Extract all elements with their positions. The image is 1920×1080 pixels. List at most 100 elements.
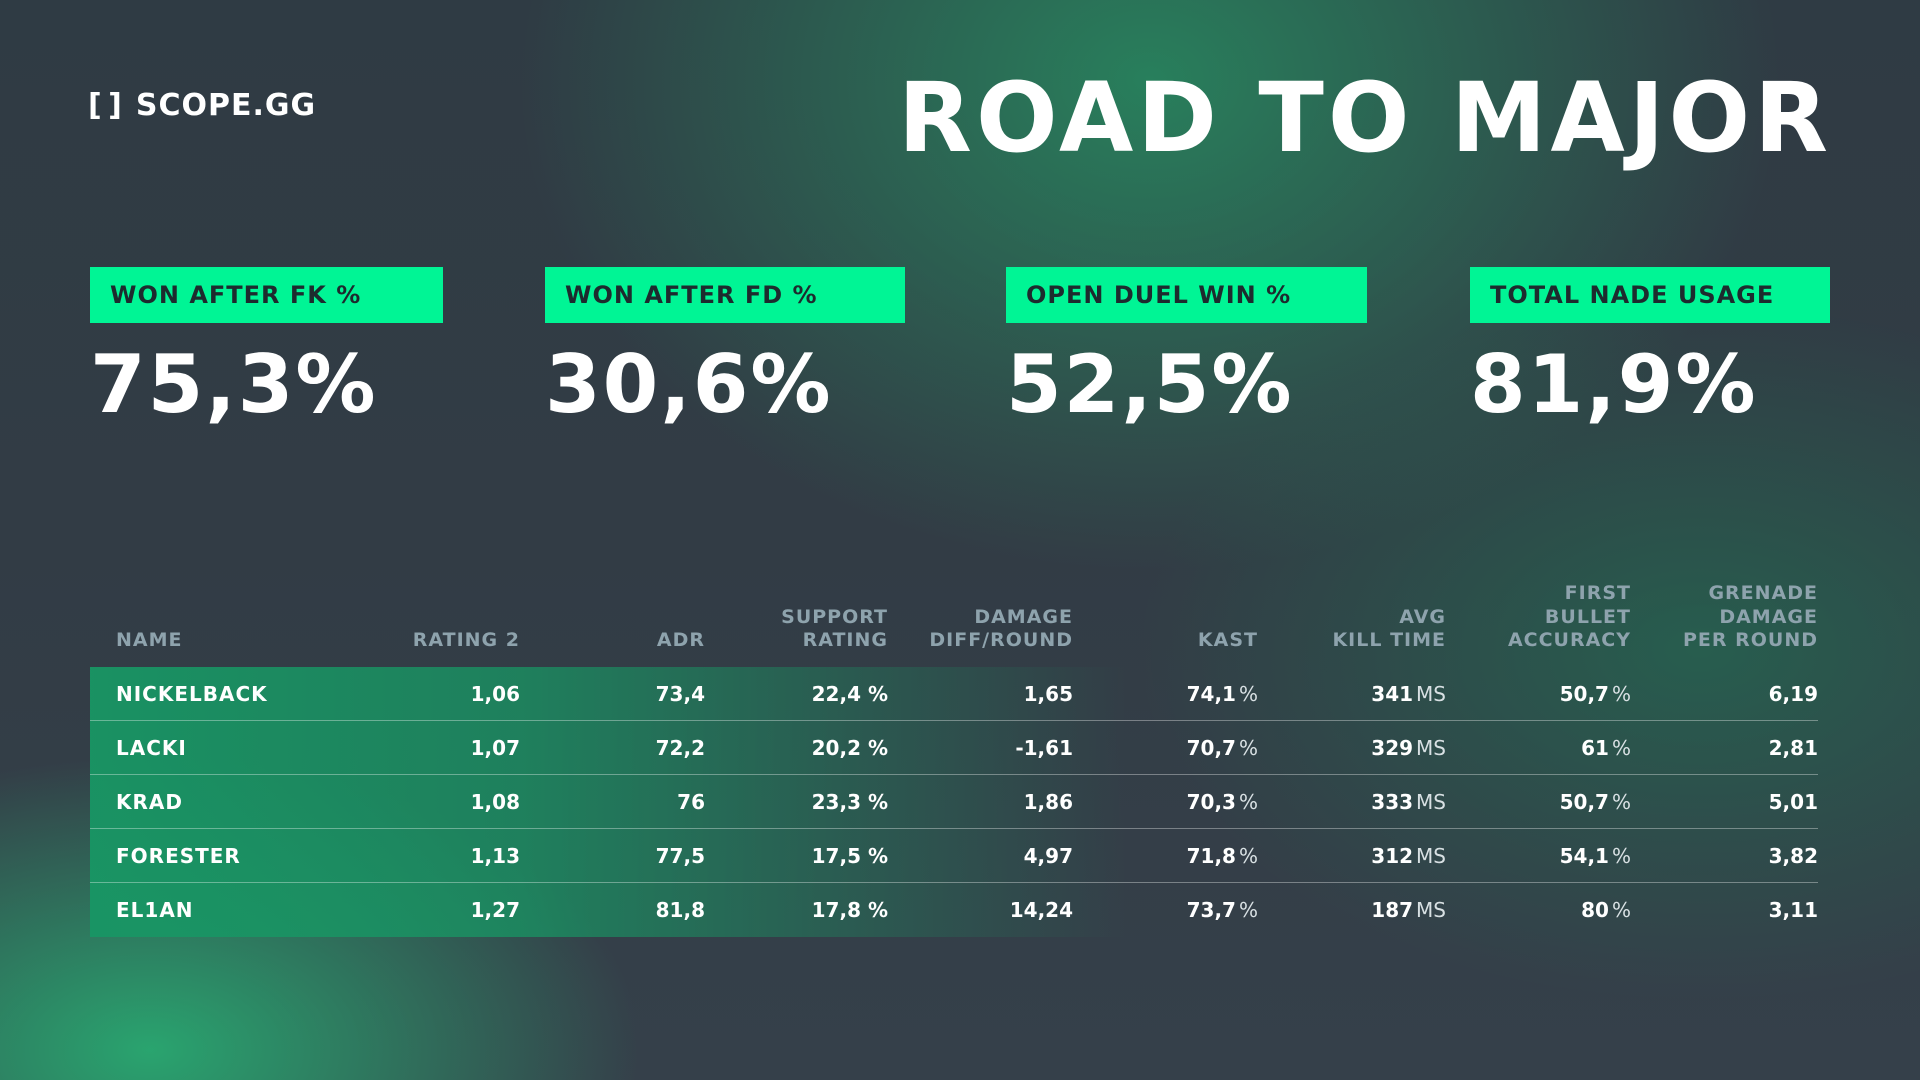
scope-logo-icon: [ ]: [88, 88, 122, 123]
stat-label: WON AFTER FK %: [90, 267, 443, 323]
fba-unit: %: [1611, 898, 1631, 922]
rating-cell: 1,07: [470, 735, 520, 760]
stat-value: 30,6%: [545, 338, 833, 431]
table-header: NAME RATING 2 ADR SUPPORT RATING DAMAGE …: [90, 570, 1818, 667]
support-cell: 20,2 %: [811, 735, 888, 760]
stat-value: 81,9%: [1470, 338, 1758, 431]
kast-value: 70,7: [1186, 735, 1236, 760]
kast-cell: 73,7%: [1073, 898, 1258, 922]
fba-cell: 61%: [1446, 736, 1631, 760]
stat-won-after-fd: WON AFTER FD % 30,6%: [545, 267, 905, 425]
fba-unit: %: [1611, 789, 1631, 814]
kill-time-value: 341: [1371, 681, 1414, 706]
brand-logo: [ ] SCOPE.GG: [88, 88, 316, 123]
player-name: LACKI: [116, 735, 187, 760]
fba-value: 50,7: [1559, 789, 1609, 814]
fba-cell: 80%: [1446, 898, 1631, 922]
fba-value: 61: [1581, 735, 1609, 760]
fba-unit: %: [1611, 843, 1631, 868]
header-first-bullet-accuracy: FIRST BULLET ACCURACY: [1507, 581, 1631, 652]
rating-cell: 1,06: [470, 681, 520, 706]
kill-time-unit: MS: [1416, 898, 1446, 922]
kill-time-cell: 329 MS: [1258, 736, 1446, 760]
header-adr: ADR: [656, 629, 705, 652]
header-name: NAME: [116, 629, 183, 652]
kast-unit: %: [1238, 681, 1258, 706]
kast-value: 71,8: [1186, 843, 1236, 868]
player-name: FORESTER: [116, 843, 241, 868]
header-damage-diff: DAMAGE DIFF/ROUND: [929, 605, 1073, 652]
header-rating: RATING 2: [412, 629, 520, 652]
player-name: EL1AN: [116, 898, 194, 922]
table-row: NICKELBACK 1,06 73,4 22,4 % 1,65 74,1% 3…: [90, 667, 1818, 721]
kast-unit: %: [1238, 843, 1258, 868]
table-highlight-background: [90, 667, 1818, 937]
table-row: KRAD 1,08 76 23,3 % 1,86 70,3% 333 MS 50,…: [90, 775, 1818, 829]
stat-open-duel-win: OPEN DUEL WIN % 52,5%: [1006, 267, 1367, 425]
fba-value: 50,7: [1559, 681, 1609, 706]
support-cell: 17,5 %: [811, 843, 888, 868]
stat-value: 75,3%: [90, 338, 378, 431]
player-name: KRAD: [116, 789, 183, 814]
rating-cell: 1,27: [470, 898, 520, 922]
adr-cell: 72,2: [655, 735, 705, 760]
kast-unit: %: [1238, 789, 1258, 814]
damage-diff-cell: 4,97: [1023, 843, 1073, 868]
kill-time-value: 312: [1371, 843, 1414, 868]
kill-time-unit: MS: [1416, 789, 1446, 814]
stat-label: TOTAL NADE USAGE: [1470, 267, 1830, 323]
page-title: ROAD TO MAJOR: [898, 62, 1832, 174]
rating-cell: 1,08: [470, 789, 520, 814]
fba-unit: %: [1611, 681, 1631, 706]
kill-time-unit: MS: [1416, 843, 1446, 868]
damage-diff-cell: 1,86: [1023, 789, 1073, 814]
kill-time-unit: MS: [1416, 681, 1446, 706]
kill-time-unit: MS: [1416, 735, 1446, 760]
fba-cell: 50,7%: [1446, 790, 1631, 814]
rating-cell: 1,13: [470, 843, 520, 868]
support-cell: 23,3 %: [811, 789, 888, 814]
damage-diff-cell: 1,65: [1023, 681, 1073, 706]
grenade-cell: 6,19: [1768, 681, 1818, 706]
fba-value: 54,1: [1559, 843, 1609, 868]
fba-cell: 54,1%: [1446, 844, 1631, 868]
header-avg-kill-time: AVG KILL TIME: [1332, 605, 1446, 652]
stat-won-after-fk: WON AFTER FK % 75,3%: [90, 267, 443, 425]
stats-panel: WON AFTER FK % 75,3% WON AFTER FD % 30,6…: [90, 267, 1830, 437]
fba-cell: 50,7%: [1446, 682, 1631, 706]
damage-diff-cell: 14,24: [1009, 898, 1073, 922]
stat-label: OPEN DUEL WIN %: [1006, 267, 1367, 323]
kast-cell: 70,7%: [1073, 736, 1258, 760]
kast-value: 70,3: [1186, 789, 1236, 814]
brand-name: SCOPE.GG: [135, 88, 317, 123]
header-kast: KAST: [1197, 629, 1258, 652]
fba-unit: %: [1611, 735, 1631, 760]
adr-cell: 81,8: [655, 898, 705, 922]
kill-time-cell: 333 MS: [1258, 790, 1446, 814]
kast-cell: 70,3%: [1073, 790, 1258, 814]
kast-unit: %: [1238, 735, 1258, 760]
table-body: NICKELBACK 1,06 73,4 22,4 % 1,65 74,1% 3…: [90, 667, 1818, 937]
stat-value: 52,5%: [1006, 338, 1294, 431]
kast-value: 73,7: [1186, 898, 1236, 922]
kast-unit: %: [1238, 898, 1258, 922]
kast-cell: 74,1%: [1073, 682, 1258, 706]
grenade-cell: 2,81: [1768, 735, 1818, 760]
grenade-cell: 5,01: [1768, 789, 1818, 814]
support-cell: 17,8 %: [811, 898, 888, 922]
grenade-cell: 3,82: [1768, 843, 1818, 868]
fba-value: 80: [1581, 898, 1609, 922]
kill-time-cell: 312 MS: [1258, 844, 1446, 868]
damage-diff-cell: -1,61: [1015, 735, 1073, 760]
kill-time-value: 329: [1371, 735, 1414, 760]
header-grenade-damage: GRENADE DAMAGE PER ROUND: [1682, 581, 1818, 652]
support-cell: 22,4 %: [811, 681, 888, 706]
stat-total-nade-usage: TOTAL NADE USAGE 81,9%: [1470, 267, 1830, 425]
header-support-rating: SUPPORT RATING: [781, 605, 888, 652]
adr-cell: 77,5: [655, 843, 705, 868]
adr-cell: 76: [677, 789, 705, 814]
stat-label: WON AFTER FD %: [545, 267, 905, 323]
kill-time-cell: 341 MS: [1258, 682, 1446, 706]
kill-time-value: 187: [1371, 898, 1414, 922]
table-row: LACKI 1,07 72,2 20,2 % -1,61 70,7% 329 MS…: [90, 721, 1818, 775]
